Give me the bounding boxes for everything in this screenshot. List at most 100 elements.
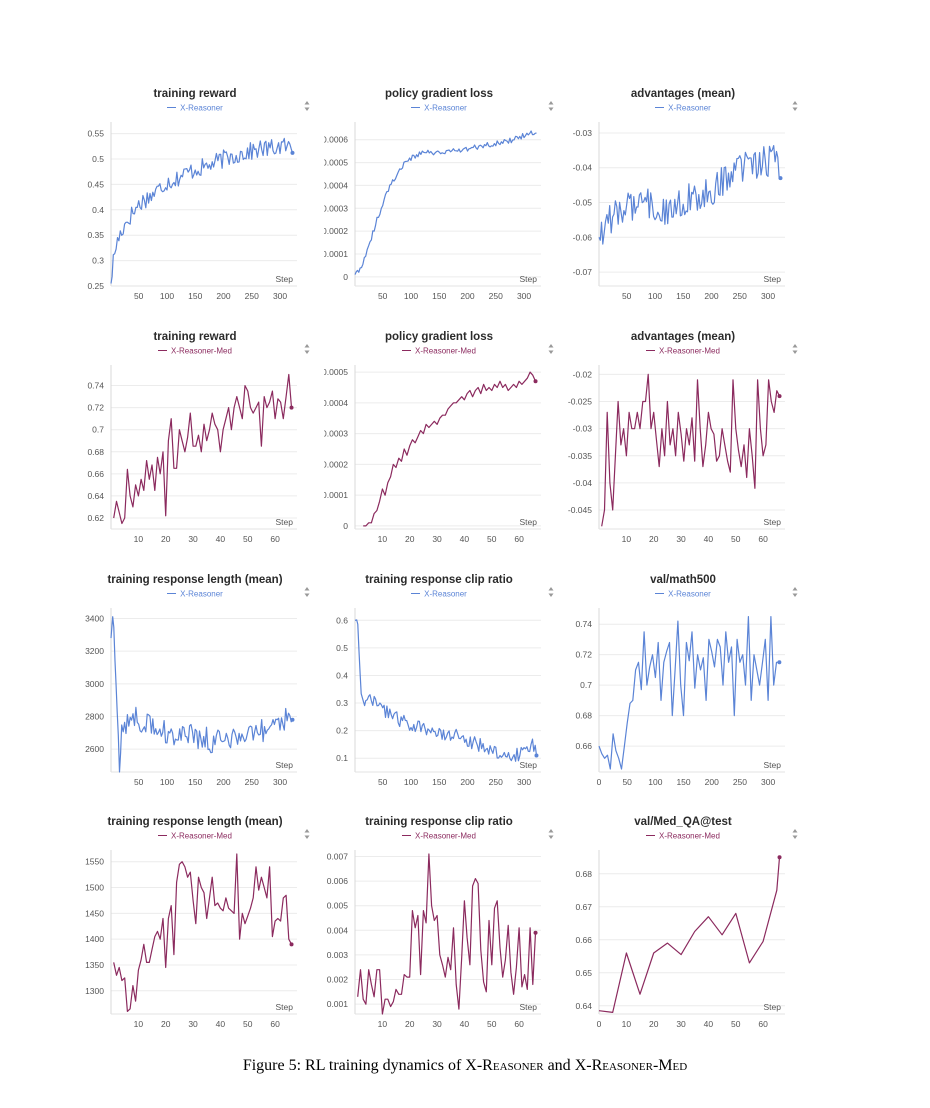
legend-label: X-Reasoner-Med xyxy=(659,831,720,841)
y-tick-label: 0.5 xyxy=(336,643,348,653)
x-axis-label: Step xyxy=(520,274,538,284)
x-tick-label: 60 xyxy=(270,534,280,544)
chart-panel: policy gradient loss X-Reasoner-Med 0 0.000… xyxy=(324,331,554,561)
x-axis-label: Step xyxy=(764,1002,782,1012)
series-line xyxy=(113,373,293,525)
sort-arrows-icon[interactable] xyxy=(304,343,310,355)
chart-title: training response length (mean) xyxy=(107,816,283,828)
caption-name-2: X-Reasoner-Med xyxy=(574,1057,688,1074)
y-tick-label: 0.1 xyxy=(336,753,348,763)
y-tick-label: 0.68 xyxy=(575,711,592,721)
legend-swatch xyxy=(655,107,665,109)
legend-swatch xyxy=(402,350,412,352)
x-tick-label: 10 xyxy=(134,534,144,544)
chart-plot: 0.66 0.68 0.7 0.72 0.74 0 50 100 150 200 250 300 Ste… xyxy=(575,608,785,787)
y-tick-label: -0.07 xyxy=(573,267,593,277)
series-end-point xyxy=(533,379,538,384)
series-line xyxy=(354,130,537,275)
x-tick-label: 20 xyxy=(649,1019,659,1029)
sort-arrows-icon[interactable] xyxy=(304,100,310,112)
x-axis-label: Step xyxy=(276,1002,294,1012)
legend-label: X-Reasoner xyxy=(668,589,711,599)
chart-panel: advantages (mean) X-Reasoner -0.07 -0.06 -0.… xyxy=(568,88,798,318)
y-tick-label: 0.0004 xyxy=(324,180,348,190)
chart-legend: X-Reasoner-Med xyxy=(324,831,554,840)
x-axis-label: Step xyxy=(276,517,294,527)
x-tick-label: 50 xyxy=(243,534,253,544)
y-tick-label: 0.7 xyxy=(92,425,104,435)
x-tick-label: 300 xyxy=(517,777,531,787)
y-tick-label: -0.02 xyxy=(573,369,593,379)
series-line xyxy=(113,853,293,1012)
plot-area xyxy=(599,850,785,1014)
sort-arrows-icon[interactable] xyxy=(792,828,798,840)
chart-plot: 0.62 0.64 0.66 0.68 0.7 0.72 0.74 10 20 30 40 50 60 S… xyxy=(87,365,297,544)
x-tick-label: 250 xyxy=(489,777,503,787)
x-tick-label: 30 xyxy=(188,534,198,544)
sort-arrows-icon[interactable] xyxy=(548,100,554,112)
legend-label: X-Reasoner xyxy=(424,103,467,113)
sort-arrows-icon[interactable] xyxy=(304,828,310,840)
y-tick-label: 1450 xyxy=(85,908,104,918)
x-tick-label: 250 xyxy=(245,291,259,301)
legend-label: X-Reasoner xyxy=(424,589,467,599)
x-tick-label: 0 xyxy=(597,1019,602,1029)
y-tick-label: 0.7 xyxy=(580,680,592,690)
y-tick-label: 2800 xyxy=(85,711,104,721)
chart-title: val/math500 xyxy=(650,574,716,586)
x-tick-label: 50 xyxy=(487,1019,497,1029)
x-tick-label: 40 xyxy=(704,534,714,544)
chart-plot: 0 0.0001 0.0002 0.0003 0.0004 0.0005 0.0006 50 1… xyxy=(324,122,541,301)
legend-swatch xyxy=(402,835,412,837)
y-tick-label: 0.66 xyxy=(575,935,592,945)
x-tick-label: 50 xyxy=(243,1019,253,1029)
y-tick-label: 0.3 xyxy=(92,256,104,266)
y-tick-label: 0.0004 xyxy=(324,398,348,408)
series-line xyxy=(598,145,781,245)
chart-legend: X-Reasoner xyxy=(80,589,310,598)
x-tick-label: 10 xyxy=(622,534,632,544)
y-tick-label: -0.03 xyxy=(573,424,593,434)
y-tick-label: 0.66 xyxy=(575,741,592,751)
chart-panel: advantages (mean) X-Reasoner-Med -0.045 -0.… xyxy=(568,331,798,561)
x-tick-label: 50 xyxy=(378,291,388,301)
x-tick-label: 250 xyxy=(733,777,747,787)
sort-arrows-icon[interactable] xyxy=(304,586,310,598)
x-tick-label: 30 xyxy=(432,534,442,544)
plot-area xyxy=(111,365,297,529)
x-axis-label: Step xyxy=(764,274,782,284)
y-tick-label: 0.0003 xyxy=(324,429,348,439)
chart-legend: X-Reasoner xyxy=(568,589,798,598)
series-end-point xyxy=(777,855,782,860)
y-tick-label: 0.66 xyxy=(87,469,104,479)
y-tick-label: 1350 xyxy=(85,960,104,970)
sort-arrows-icon[interactable] xyxy=(548,343,554,355)
series-end-point xyxy=(778,176,783,181)
series-line xyxy=(363,371,537,527)
series-line xyxy=(354,619,538,762)
x-tick-label: 10 xyxy=(378,534,388,544)
x-tick-label: 20 xyxy=(405,1019,415,1029)
series-end-point xyxy=(289,405,294,410)
legend-label: X-Reasoner xyxy=(180,589,223,599)
chart-title: training response clip ratio xyxy=(365,574,513,586)
y-tick-label: 0.006 xyxy=(327,876,349,886)
sort-arrows-icon[interactable] xyxy=(792,586,798,598)
chart-plot: 0.1 0.2 0.3 0.4 0.5 0.6 50 100 150 200 250 300 Step xyxy=(336,608,541,787)
sort-arrows-icon[interactable] xyxy=(548,828,554,840)
x-tick-label: 300 xyxy=(273,291,287,301)
chart-title: training reward xyxy=(153,331,237,343)
sort-arrows-icon[interactable] xyxy=(792,343,798,355)
sort-arrows-icon[interactable] xyxy=(548,586,554,598)
x-tick-label: 150 xyxy=(676,777,690,787)
legend-label: X-Reasoner-Med xyxy=(171,346,232,356)
legend-swatch xyxy=(646,350,656,352)
x-tick-label: 0 xyxy=(597,777,602,787)
x-tick-label: 150 xyxy=(188,291,202,301)
x-tick-label: 60 xyxy=(514,534,524,544)
series-end-point xyxy=(290,717,295,722)
x-tick-label: 10 xyxy=(134,1019,144,1029)
chart-legend: X-Reasoner xyxy=(80,103,310,112)
legend-swatch xyxy=(158,350,168,352)
sort-arrows-icon[interactable] xyxy=(792,100,798,112)
